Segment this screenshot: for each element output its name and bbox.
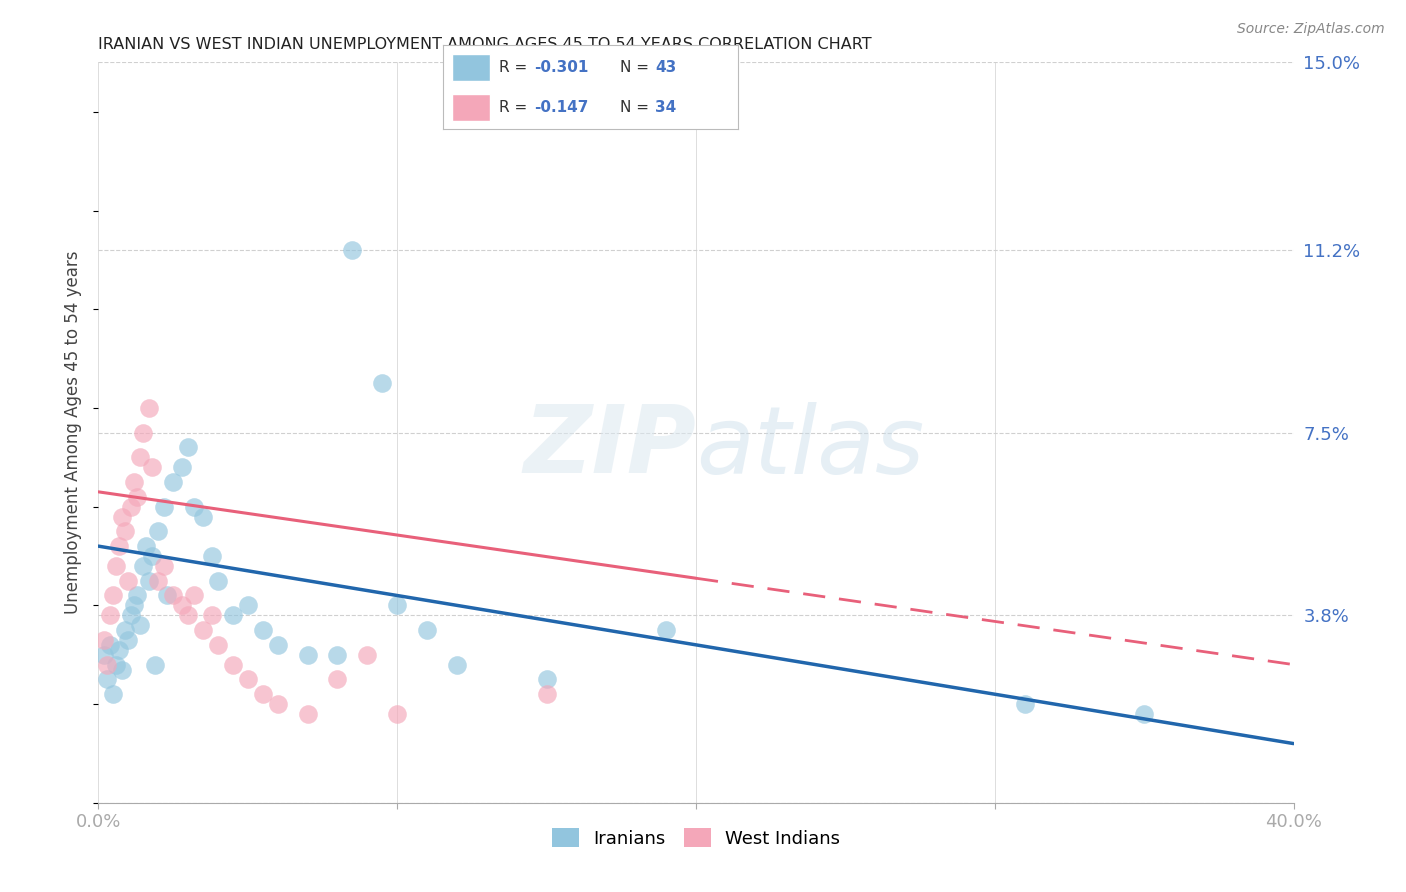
Point — [132, 425, 155, 440]
Point — [267, 638, 290, 652]
Point — [201, 549, 224, 563]
Point — [326, 648, 349, 662]
Point — [191, 623, 214, 637]
Point — [93, 632, 115, 647]
Point — [105, 558, 128, 573]
Point — [98, 638, 122, 652]
Point — [153, 500, 176, 514]
Legend: Iranians, West Indians: Iranians, West Indians — [543, 819, 849, 856]
Point — [117, 632, 139, 647]
Text: -0.147: -0.147 — [534, 100, 589, 115]
Point — [114, 623, 136, 637]
Point — [141, 460, 163, 475]
FancyBboxPatch shape — [451, 54, 491, 81]
Text: 34: 34 — [655, 100, 676, 115]
Point — [172, 599, 194, 613]
Point — [120, 500, 142, 514]
Text: R =: R = — [499, 100, 531, 115]
Text: 43: 43 — [655, 60, 676, 75]
Point — [141, 549, 163, 563]
Point — [252, 687, 274, 701]
Point — [183, 500, 205, 514]
Point — [132, 558, 155, 573]
Point — [127, 589, 149, 603]
Point — [177, 441, 200, 455]
Point — [103, 687, 125, 701]
Point — [124, 475, 146, 489]
Text: Source: ZipAtlas.com: Source: ZipAtlas.com — [1237, 22, 1385, 37]
Point — [297, 706, 319, 721]
Point — [98, 608, 122, 623]
Point — [105, 657, 128, 672]
Point — [207, 574, 229, 588]
Text: R =: R = — [499, 60, 531, 75]
Point — [96, 657, 118, 672]
Point — [129, 450, 152, 465]
Point — [156, 589, 179, 603]
Point — [96, 673, 118, 687]
Y-axis label: Unemployment Among Ages 45 to 54 years: Unemployment Among Ages 45 to 54 years — [65, 251, 83, 615]
Point — [191, 509, 214, 524]
Point — [416, 623, 439, 637]
Point — [162, 589, 184, 603]
Text: -0.301: -0.301 — [534, 60, 589, 75]
Point — [536, 687, 558, 701]
Point — [385, 706, 409, 721]
Point — [153, 558, 176, 573]
Point — [236, 599, 259, 613]
Point — [172, 460, 194, 475]
Point — [222, 608, 245, 623]
Point — [252, 623, 274, 637]
Point — [135, 539, 157, 553]
Point — [148, 524, 170, 539]
Text: ZIP: ZIP — [523, 401, 696, 493]
Text: N =: N = — [620, 100, 654, 115]
Point — [371, 376, 394, 391]
Point — [138, 401, 160, 415]
Point — [201, 608, 224, 623]
Point — [108, 642, 131, 657]
Point — [108, 539, 131, 553]
Point — [536, 673, 558, 687]
Point — [342, 243, 364, 257]
Point — [236, 673, 259, 687]
Text: N =: N = — [620, 60, 654, 75]
Point — [120, 608, 142, 623]
Point — [446, 657, 468, 672]
Text: atlas: atlas — [696, 402, 924, 493]
Point — [297, 648, 319, 662]
Point — [111, 509, 134, 524]
Point — [356, 648, 378, 662]
Point — [267, 697, 290, 711]
Point — [207, 638, 229, 652]
Point — [93, 648, 115, 662]
FancyBboxPatch shape — [451, 94, 491, 120]
Point — [103, 589, 125, 603]
Point — [1014, 697, 1036, 711]
Point — [183, 589, 205, 603]
Point — [124, 599, 146, 613]
Point — [1133, 706, 1156, 721]
Point — [138, 574, 160, 588]
Text: IRANIAN VS WEST INDIAN UNEMPLOYMENT AMONG AGES 45 TO 54 YEARS CORRELATION CHART: IRANIAN VS WEST INDIAN UNEMPLOYMENT AMON… — [98, 37, 872, 52]
Point — [162, 475, 184, 489]
Point — [385, 599, 409, 613]
Point — [326, 673, 349, 687]
Point — [117, 574, 139, 588]
Point — [111, 663, 134, 677]
Point — [655, 623, 678, 637]
Point — [127, 490, 149, 504]
Point — [177, 608, 200, 623]
Point — [143, 657, 166, 672]
Point — [148, 574, 170, 588]
Point — [114, 524, 136, 539]
Point — [222, 657, 245, 672]
Point — [129, 618, 152, 632]
